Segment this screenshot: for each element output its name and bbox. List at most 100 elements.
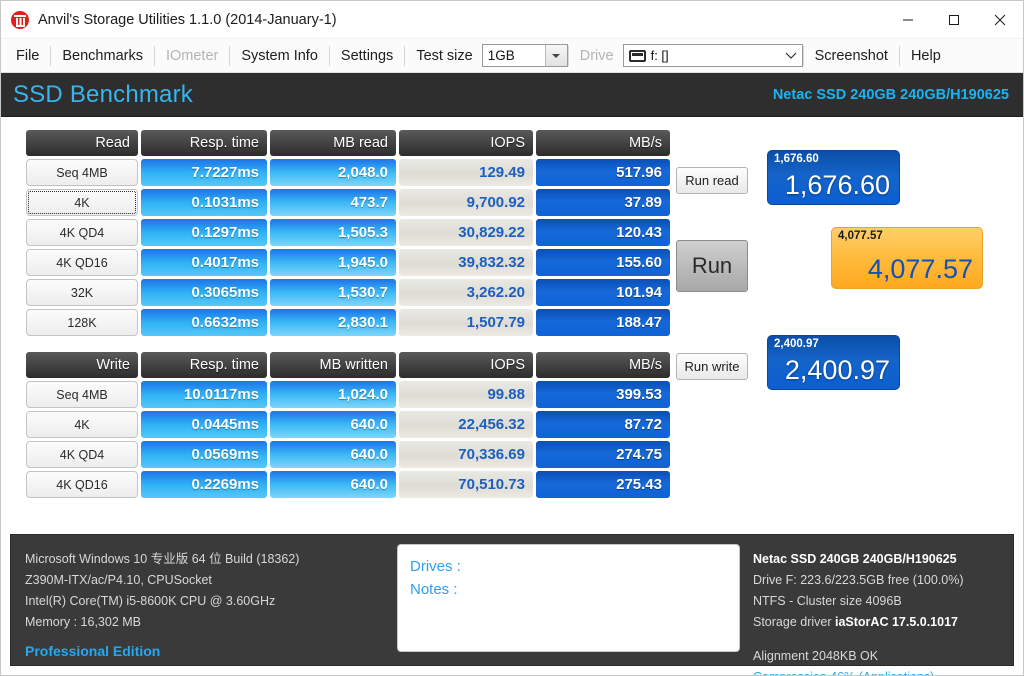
test-size-select[interactable]: 1GB <box>481 44 568 67</box>
run-button[interactable]: Run <box>676 240 748 292</box>
info-spacer <box>753 633 1013 646</box>
menu-divider <box>328 45 330 66</box>
maximize-icon[interactable] <box>931 1 977 39</box>
cell-resp: 0.1297ms <box>141 219 267 246</box>
cell-iops: 39,832.32 <box>399 249 533 276</box>
row-label-button[interactable]: Seq 4MB <box>26 381 138 408</box>
benchmark-header: SSD Benchmark Netac SSD 240GB 240GB/H190… <box>1 73 1023 117</box>
cell-mb: 1,530.7 <box>270 279 396 306</box>
table-row: 4K QD4 0.1297ms 1,505.3 30,829.22 120.43 <box>26 219 670 246</box>
page-title: SSD Benchmark <box>13 80 193 108</box>
test-size-value: 1GB <box>487 48 515 63</box>
menu-benchmarks[interactable]: Benchmarks <box>62 47 143 64</box>
cell-mbs: 517.96 <box>536 159 670 186</box>
table-row: Seq 4MB 7.7227ms 2,048.0 129.49 517.96 <box>26 159 670 186</box>
bank-icon <box>11 10 29 29</box>
header-drive-model: Netac SSD 240GB 240GB/H190625 <box>772 86 1009 103</box>
cell-resp: 0.4017ms <box>141 249 267 276</box>
cell-mb: 640.0 <box>270 471 396 498</box>
cell-iops: 1,507.79 <box>399 309 533 336</box>
read-results-table: Read Resp. time MB read IOPS MB/s Seq 4M… <box>23 127 673 339</box>
row-label-button[interactable]: 4K <box>26 411 138 438</box>
menu-divider <box>567 45 569 66</box>
cell-iops: 3,262.20 <box>399 279 533 306</box>
write-col-name: Write <box>26 352 138 378</box>
cell-mb: 2,048.0 <box>270 159 396 186</box>
drive-model-line: Netac SSD 240GB 240GB/H190625 <box>753 552 957 566</box>
menu-iometer: IOmeter <box>165 47 219 64</box>
chevron-down-icon[interactable] <box>544 45 567 66</box>
read-score-small: 1,676.60 <box>774 153 819 165</box>
write-col-iops: IOPS <box>399 352 533 378</box>
cell-iops: 99.88 <box>399 381 533 408</box>
menu-divider <box>802 45 804 66</box>
cell-mbs: 120.43 <box>536 219 670 246</box>
cell-mb: 640.0 <box>270 411 396 438</box>
cell-resp: 0.2269ms <box>141 471 267 498</box>
table-row: 32K 0.3065ms 1,530.7 3,262.20 101.94 <box>26 279 670 306</box>
cell-resp: 0.1031ms <box>141 189 267 216</box>
cell-mb: 2,830.1 <box>270 309 396 336</box>
menu-file[interactable]: File <box>16 47 40 64</box>
close-icon[interactable] <box>977 1 1023 39</box>
row-label-button[interactable]: 4K QD16 <box>26 471 138 498</box>
row-label-button[interactable]: 4K <box>26 189 138 216</box>
write-col-mb: MB written <box>270 352 396 378</box>
total-score-box: 4,077.57 4,077.57 <box>831 227 983 289</box>
cell-mbs: 274.75 <box>536 441 670 468</box>
table-row: 4K 0.0445ms 640.0 22,456.32 87.72 <box>26 411 670 438</box>
menu-divider <box>153 45 155 66</box>
notes-textarea[interactable]: Drives : Notes : <box>397 544 740 652</box>
table-row: 4K QD4 0.0569ms 640.0 70,336.69 274.75 <box>26 441 670 468</box>
menu-divider <box>229 45 231 66</box>
drive-info-block: Netac SSD 240GB 240GB/H190625 Drive F: 2… <box>741 535 1013 675</box>
cell-mbs: 101.94 <box>536 279 670 306</box>
menu-divider <box>898 45 900 66</box>
read-col-resp: Resp. time <box>141 130 267 156</box>
write-table-header-row: Write Resp. time MB written IOPS MB/s <box>26 352 670 378</box>
board-line: Z390M-ITX/ac/P4.10, CPUSocket <box>25 573 212 587</box>
cell-mbs: 275.43 <box>536 471 670 498</box>
write-col-resp: Resp. time <box>141 352 267 378</box>
window-controls <box>885 1 1023 39</box>
minimize-icon[interactable] <box>885 1 931 39</box>
storage-driver-label: Storage driver <box>753 615 832 629</box>
menu-system-info[interactable]: System Info <box>241 47 318 64</box>
write-score-box: 2,400.97 2,400.97 <box>767 335 900 390</box>
menu-screenshot[interactable]: Screenshot <box>814 47 888 64</box>
row-label-button[interactable]: 128K <box>26 309 138 336</box>
read-table-header-row: Read Resp. time MB read IOPS MB/s <box>26 130 670 156</box>
row-label-button[interactable]: Seq 4MB <box>26 159 138 186</box>
drive-filesystem-line: NTFS - Cluster size 4096B <box>753 594 902 608</box>
cell-iops: 70,336.69 <box>399 441 533 468</box>
read-col-mb: MB read <box>270 130 396 156</box>
total-score-small: 4,077.57 <box>838 230 883 242</box>
menu-bar: File Benchmarks IOmeter System Info Sett… <box>1 39 1023 73</box>
row-label-button[interactable]: 32K <box>26 279 138 306</box>
row-label-button[interactable]: 4K QD4 <box>26 441 138 468</box>
os-line: Microsoft Windows 10 专业版 64 位 Build (183… <box>25 552 300 566</box>
row-label-button[interactable]: 4K QD16 <box>26 249 138 276</box>
menu-settings[interactable]: Settings <box>340 47 394 64</box>
compression-line: Compression 46% (Applications) <box>753 667 1013 675</box>
memory-line: Memory : 16,302 MB <box>25 615 142 629</box>
benchmark-tables: Read Resp. time MB read IOPS MB/s Seq 4M… <box>23 127 673 501</box>
table-row: 4K QD16 0.2269ms 640.0 70,510.73 275.43 <box>26 471 670 498</box>
system-info-block: Microsoft Windows 10 专业版 64 位 Build (183… <box>11 535 396 665</box>
drive-select[interactable]: f: [] <box>622 44 803 67</box>
info-panel: Microsoft Windows 10 专业版 64 位 Build (183… <box>10 534 1014 675</box>
cell-mb: 640.0 <box>270 441 396 468</box>
cell-resp: 0.0569ms <box>141 441 267 468</box>
run-write-button[interactable]: Run write <box>676 353 748 380</box>
cell-resp: 10.0117ms <box>141 381 267 408</box>
cell-mbs: 188.47 <box>536 309 670 336</box>
menu-help[interactable]: Help <box>910 47 941 64</box>
read-col-mbs: MB/s <box>536 130 670 156</box>
drive-capacity-line: Drive F: 223.6/223.5GB free (100.0%) <box>753 573 964 587</box>
row-label-button[interactable]: 4K QD4 <box>26 219 138 246</box>
run-read-button[interactable]: Run read <box>676 167 748 194</box>
chevron-down-icon[interactable] <box>780 52 802 60</box>
drive-value: f: [] <box>650 48 669 63</box>
cell-mbs: 155.60 <box>536 249 670 276</box>
table-row: 4K QD16 0.4017ms 1,945.0 39,832.32 155.60 <box>26 249 670 276</box>
